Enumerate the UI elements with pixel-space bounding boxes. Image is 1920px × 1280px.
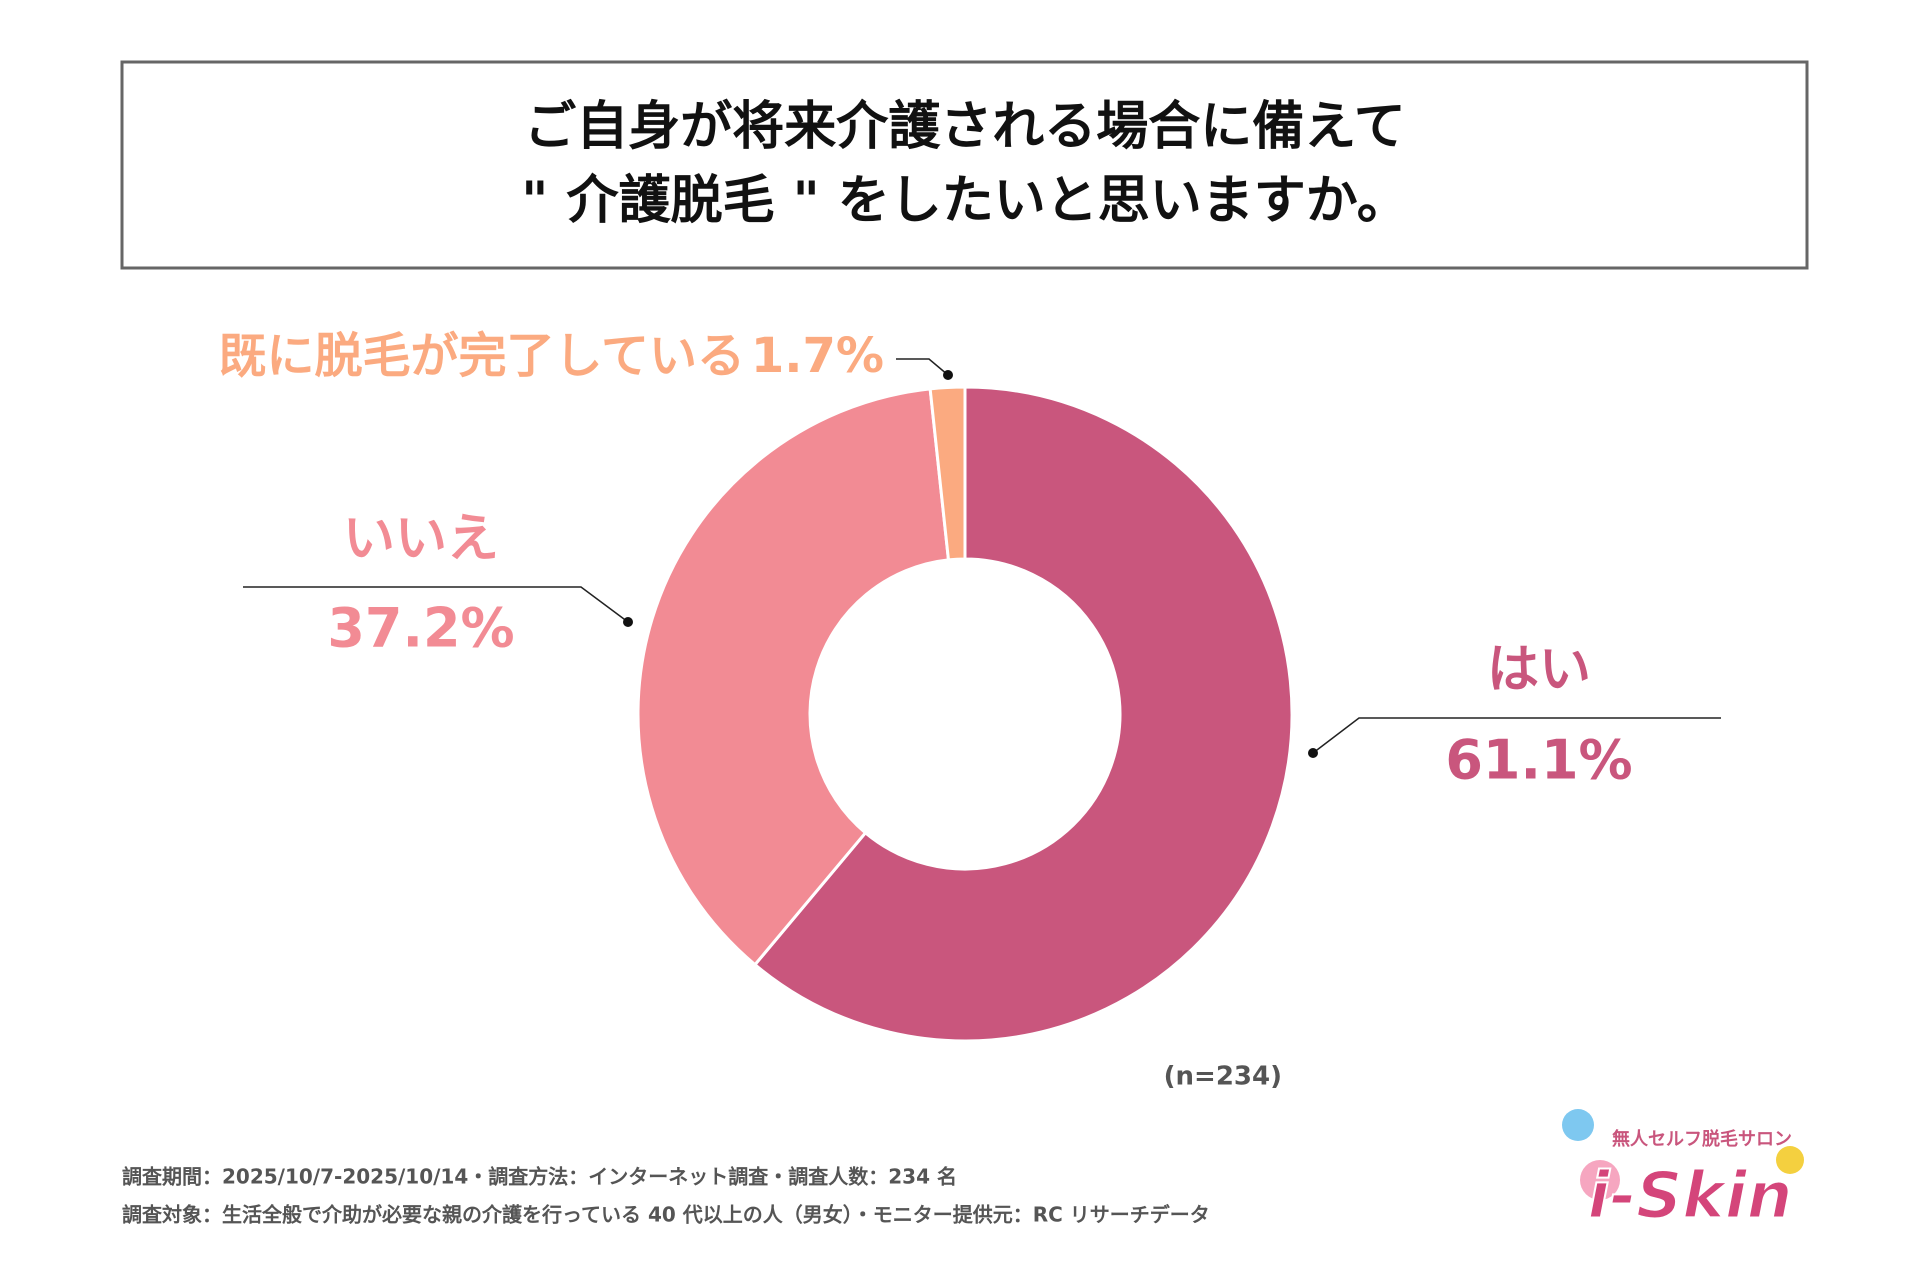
logo-icon xyxy=(1562,1109,1594,1141)
category-label: 既に脱毛が完了している xyxy=(218,328,745,384)
category-label: いいえ xyxy=(343,509,499,569)
value-label: 61.1% xyxy=(1445,729,1632,792)
logo-icon xyxy=(1776,1146,1804,1174)
donut-slice xyxy=(928,385,967,562)
chart-title: " 介護脱毛 " をしたいと思いますか。 xyxy=(521,171,1408,231)
footer-line: 調査期間：2025/10/7-2025/10/14・調査方法：インターネット調査… xyxy=(122,1165,957,1189)
leader-line xyxy=(896,358,949,376)
logo-tagline: 無人セルフ脱毛サロン xyxy=(1612,1128,1792,1150)
leader-line xyxy=(243,586,629,623)
leader-dot xyxy=(623,617,633,627)
chart-title: ご自身が将来介護される場合に備えて xyxy=(524,97,1405,157)
sample-note: (n=234) xyxy=(1164,1062,1282,1092)
leader-dot xyxy=(1308,748,1318,758)
logo: 無人セルフ脱毛サロン i-Skin xyxy=(1562,1109,1804,1235)
donut-slice xyxy=(636,387,951,967)
category-label: はい xyxy=(1487,640,1591,700)
donut-slice xyxy=(752,385,1294,1043)
value-label: 1.7% xyxy=(751,328,884,384)
footer-line: 調査対象：生活全般で介助が必要な親の介護を行っている 40 代以上の人（男女）・… xyxy=(122,1203,1210,1227)
title-box xyxy=(120,60,1809,270)
logo-name: i-Skin xyxy=(1588,1160,1793,1234)
leader-line xyxy=(1312,717,1721,754)
logo-icon xyxy=(1580,1160,1620,1200)
value-label: 37.2% xyxy=(327,597,514,660)
leader-dot xyxy=(943,370,953,380)
